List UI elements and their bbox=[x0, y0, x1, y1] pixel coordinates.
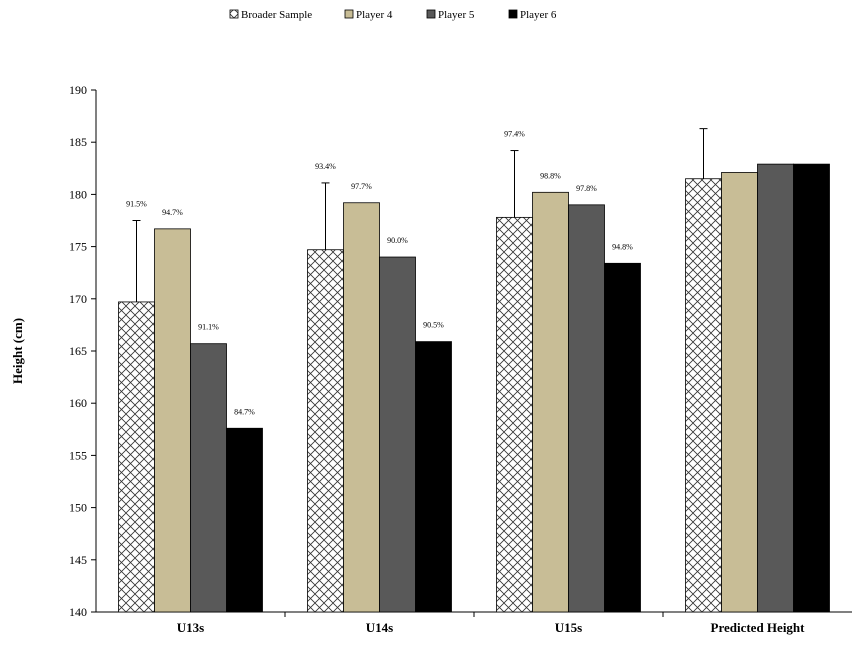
bar bbox=[118, 301, 155, 613]
y-tick-label: 170 bbox=[69, 292, 87, 306]
data-label: 94.7% bbox=[162, 208, 183, 217]
y-tick-label: 150 bbox=[69, 501, 87, 515]
x-tick-label: U14s bbox=[366, 620, 393, 635]
y-tick-label: 180 bbox=[69, 187, 87, 201]
data-label: 84.7% bbox=[234, 407, 255, 416]
bar bbox=[496, 216, 533, 613]
data-label: 98.8% bbox=[540, 171, 561, 180]
bar bbox=[757, 163, 794, 613]
bar bbox=[685, 178, 722, 613]
bars: 91.5% 94.7% 91.1% 84.7% 93.4% 97.7% 90.0% 90.5%… bbox=[118, 128, 830, 613]
legend-swatch bbox=[508, 9, 518, 19]
legend-label: Player 4 bbox=[356, 9, 393, 21]
y-tick-label: 155 bbox=[69, 448, 87, 462]
legend-label: Player 6 bbox=[520, 9, 557, 21]
data-label: 94.8% bbox=[612, 242, 633, 251]
y-tick-label: 165 bbox=[69, 344, 87, 358]
data-label: 97.8% bbox=[576, 184, 597, 193]
y-tick-label: 145 bbox=[69, 553, 87, 567]
bar bbox=[532, 191, 569, 613]
y-tick-label: 175 bbox=[69, 240, 87, 254]
data-label: 90.5% bbox=[423, 321, 444, 330]
legend-label: Player 5 bbox=[438, 9, 475, 21]
y-tick-label: 185 bbox=[69, 135, 87, 149]
bar bbox=[793, 163, 830, 613]
x-tick-label: Predicted Height bbox=[711, 620, 806, 635]
bar bbox=[379, 256, 416, 613]
y-tick-label: 190 bbox=[69, 83, 87, 97]
data-label: 91.5% bbox=[126, 200, 147, 209]
y-axis-title: Height (cm) bbox=[10, 318, 25, 384]
x-tick-label: U15s bbox=[555, 620, 582, 635]
data-label: 91.1% bbox=[198, 323, 219, 332]
bar bbox=[604, 262, 641, 613]
bar bbox=[307, 249, 344, 613]
bar bbox=[190, 343, 227, 613]
bar bbox=[343, 202, 380, 613]
legend-swatch bbox=[344, 9, 354, 19]
legend-swatch bbox=[229, 9, 239, 19]
data-label: 97.7% bbox=[351, 182, 372, 191]
legend-label: Broader Sample bbox=[241, 9, 312, 21]
y-tick-label: 160 bbox=[69, 396, 87, 410]
bar bbox=[415, 341, 452, 613]
bar bbox=[154, 228, 191, 613]
legend: Broader Sample Player 4 Player 5 Player 6 bbox=[229, 9, 557, 21]
y-tick-label: 140 bbox=[69, 605, 87, 619]
data-label: 90.0% bbox=[387, 236, 408, 245]
legend-swatch bbox=[426, 9, 436, 19]
data-label: 97.4% bbox=[504, 130, 525, 139]
x-tick-label: U13s bbox=[177, 620, 204, 635]
bar bbox=[568, 204, 605, 613]
data-label: 93.4% bbox=[315, 162, 336, 171]
bar bbox=[721, 172, 758, 613]
axes: 140 145 150 155 160 165 170 175 180 185 190 Height … bbox=[10, 83, 852, 635]
bar bbox=[226, 427, 263, 613]
